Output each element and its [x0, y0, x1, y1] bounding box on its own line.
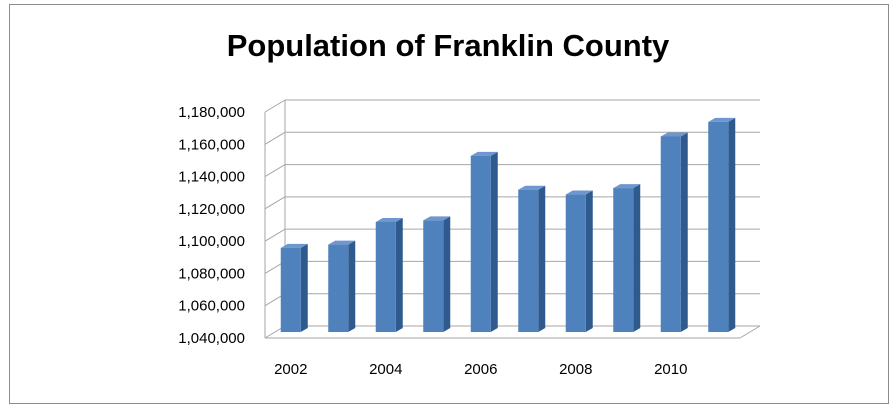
y-tick-label: 1,100,000	[178, 233, 245, 250]
bar-side	[585, 190, 593, 332]
bar-side	[395, 218, 403, 332]
bar-side	[633, 184, 641, 332]
x-tick-label: 2008	[559, 361, 592, 378]
y-tick-label: 1,080,000	[178, 265, 245, 282]
y-tick-label: 1,160,000	[178, 136, 245, 153]
bar-top	[375, 218, 403, 222]
chart-plot: 1,040,000 1,060,000 1,080,000 1,100,000 1,12…	[178, 99, 761, 378]
bar-side	[348, 240, 356, 332]
bar-top	[470, 151, 498, 156]
gridline-side	[264, 164, 286, 178]
bar-side	[490, 151, 498, 332]
bar	[565, 194, 586, 332]
chart-area	[9, 4, 889, 404]
bar-top	[423, 216, 451, 221]
y-tick-label: 1,120,000	[178, 201, 245, 218]
y-tick-label: 1,040,000	[178, 330, 245, 347]
x-tick-label: 2006	[464, 361, 497, 378]
bar-side	[680, 132, 688, 332]
bar	[660, 136, 681, 332]
bar	[708, 121, 729, 333]
y-tick-label: 1,140,000	[178, 169, 245, 186]
bar	[470, 155, 491, 332]
bar-top	[565, 190, 593, 195]
bar	[518, 189, 539, 332]
bar	[423, 220, 444, 332]
x-tick-label: 2004	[369, 361, 402, 378]
bar-top	[613, 184, 641, 189]
gridline-side	[264, 196, 286, 210]
chart-title: Population of Franklin County	[226, 28, 670, 63]
bar-side	[443, 216, 451, 332]
bar-side	[300, 243, 308, 332]
y-tick-label: 1,180,000	[178, 104, 245, 121]
x-tick-label: 2010	[654, 361, 687, 378]
bar	[280, 247, 301, 332]
bar	[375, 222, 396, 332]
gridline-side	[264, 99, 286, 113]
bar-top	[708, 117, 736, 122]
bar-top	[660, 132, 688, 137]
floor-right-edge	[739, 325, 761, 339]
y-tick-label: 1,060,000	[178, 298, 245, 315]
bar-top	[518, 185, 546, 190]
x-tick-label: 2002	[274, 361, 307, 378]
bar-side	[728, 117, 736, 333]
bar	[328, 244, 349, 332]
bar	[613, 188, 634, 332]
bar-top	[280, 243, 308, 248]
bar-top	[328, 240, 356, 245]
bar-side	[538, 185, 546, 332]
gridline-side	[264, 131, 286, 145]
gridline-side	[264, 228, 286, 242]
